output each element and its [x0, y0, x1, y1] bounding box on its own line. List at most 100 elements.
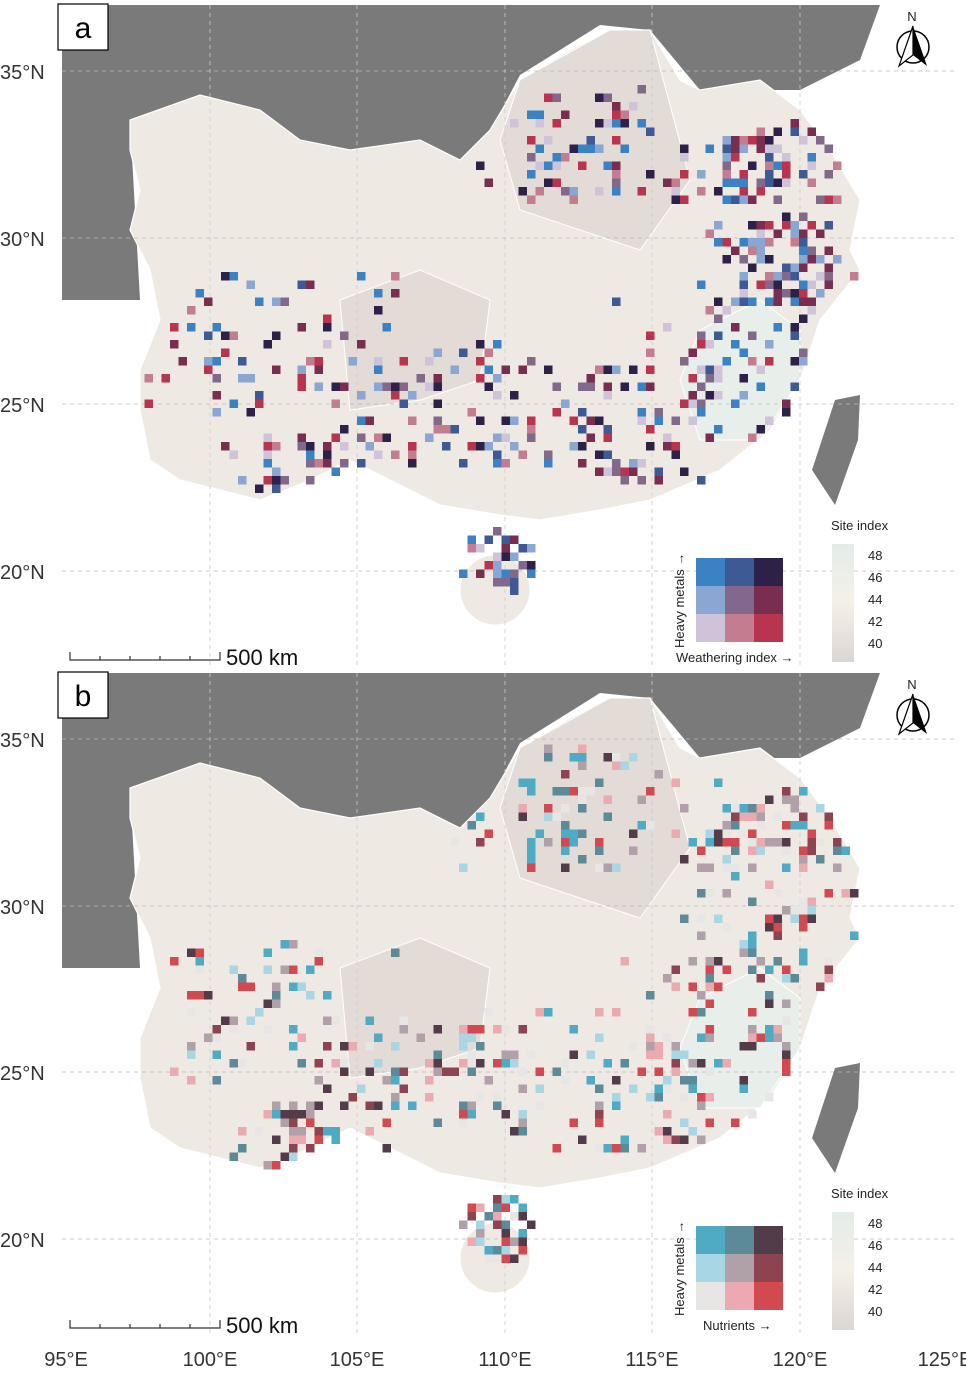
site-cell: [187, 991, 196, 1000]
site-cell: [799, 923, 808, 932]
site-cell: [314, 1076, 323, 1085]
site-cell: [442, 425, 451, 434]
site-cell: [552, 178, 561, 187]
site-cell: [841, 889, 850, 898]
site-cell: [722, 255, 731, 264]
site-cell: [612, 170, 621, 179]
site-cell: [467, 1101, 476, 1110]
site-cell: [756, 280, 765, 289]
bivariate-legend: Heavy metals → Nutrients →: [672, 1221, 783, 1333]
site-cell: [663, 1110, 672, 1119]
site-cell: [450, 1067, 459, 1076]
site-cell: [612, 761, 621, 770]
site-cell: [365, 1127, 374, 1136]
site-cell: [578, 144, 587, 153]
site-cell: [697, 408, 706, 417]
scale-bar: [69, 1320, 221, 1329]
site-cell: [518, 1118, 527, 1127]
latitude-label: 35°N: [0, 62, 45, 84]
site-cell: [484, 348, 493, 357]
site-cell: [306, 459, 315, 468]
site-cell: [824, 812, 833, 821]
site-cell: [773, 229, 782, 238]
site-cell: [272, 999, 281, 1008]
site-cell: [204, 991, 213, 1000]
site-cell: [544, 161, 553, 170]
site-cell: [799, 212, 808, 221]
site-cell: [204, 357, 213, 366]
site-cell: [374, 433, 383, 442]
site-cell: [187, 1076, 196, 1085]
site-cell: [569, 1050, 578, 1059]
site-cell: [646, 442, 655, 451]
site-cell: [731, 821, 740, 830]
site-cell: [790, 804, 799, 813]
site-cell: [739, 348, 748, 357]
site-cell: [450, 365, 459, 374]
site-cell: [408, 442, 417, 451]
site-cell: [688, 1076, 697, 1085]
site-cell: [382, 382, 391, 391]
site-cell: [731, 804, 740, 813]
site-cell: [765, 923, 774, 932]
site-cell: [297, 365, 306, 374]
site-cell: [493, 527, 502, 536]
site-cell: [391, 391, 400, 400]
site-cell: [289, 1025, 298, 1034]
latitude-label: 30°N: [0, 897, 45, 919]
site-cell: [850, 889, 859, 898]
site-cell: [518, 561, 527, 570]
site-cell: [824, 263, 833, 272]
site-cell: [705, 889, 714, 898]
site-cell: [527, 855, 536, 864]
site-cell: [612, 365, 621, 374]
site-cell: [263, 442, 272, 451]
site-cell: [306, 1144, 315, 1153]
site-cell: [493, 1220, 502, 1229]
site-cell: [714, 221, 723, 230]
site-cell: [272, 331, 281, 340]
site-cell: [807, 914, 816, 923]
site-cell: [663, 1135, 672, 1144]
site-index-tick: 40: [868, 636, 882, 651]
site-cell: [765, 999, 774, 1008]
site-cell: [782, 408, 791, 417]
site-cell: [527, 425, 536, 434]
site-cell: [552, 161, 561, 170]
site-cell: [773, 1033, 782, 1042]
site-cell: [561, 838, 570, 847]
site-cell: [748, 829, 757, 838]
site-cell: [850, 931, 859, 940]
site-cell: [680, 1050, 689, 1059]
site-cell: [212, 408, 221, 417]
site-cell: [629, 1084, 638, 1093]
site-cell: [595, 1110, 604, 1119]
site-cell: [816, 229, 825, 238]
site-cell: [476, 812, 485, 821]
site-cell: [646, 425, 655, 434]
site-cell: [739, 187, 748, 196]
site-cell: [620, 1144, 629, 1153]
site-cell: [790, 272, 799, 281]
site-cell: [654, 408, 663, 417]
site-cell: [323, 314, 332, 323]
site-cell: [799, 897, 808, 906]
site-cell: [425, 382, 434, 391]
site-cell: [374, 306, 383, 315]
site-cell: [782, 863, 791, 872]
site-cell: [637, 85, 646, 94]
site-cell: [697, 1059, 706, 1068]
site-cell: [578, 855, 587, 864]
site-cell: [586, 136, 595, 145]
north-arrow-icon: [896, 25, 930, 68]
site-cell: [748, 357, 757, 366]
site-cell: [799, 280, 808, 289]
site-cell: [637, 382, 646, 391]
site-cell: [714, 778, 723, 787]
site-cell: [603, 119, 612, 128]
site-cell: [782, 974, 791, 983]
site-cell: [756, 957, 765, 966]
site-cell: [365, 1067, 374, 1076]
site-cell: [263, 999, 272, 1008]
site-cell: [289, 1127, 298, 1136]
